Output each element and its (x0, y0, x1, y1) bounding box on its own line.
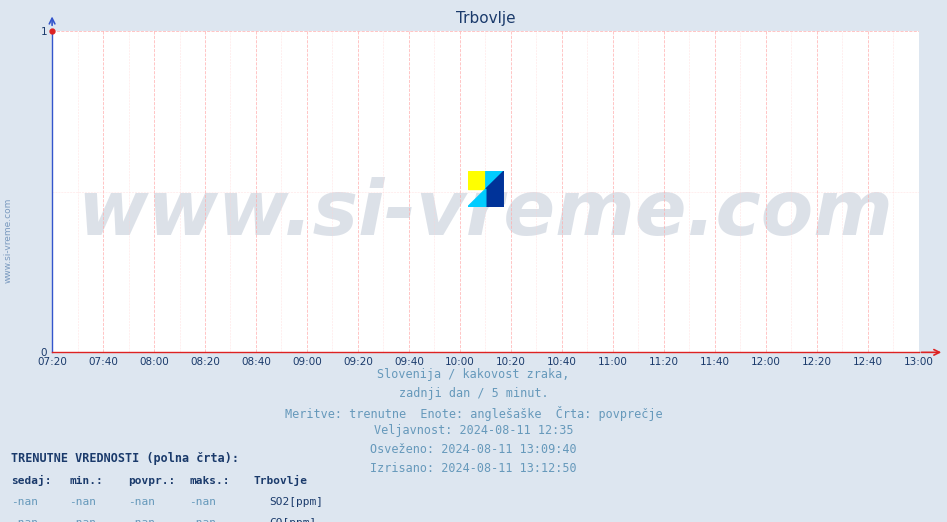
Text: -nan: -nan (69, 518, 97, 522)
Text: CO[ppm]: CO[ppm] (269, 518, 316, 522)
Polygon shape (468, 189, 486, 207)
Text: povpr.:: povpr.: (128, 476, 175, 486)
Text: -nan: -nan (128, 497, 155, 507)
Text: TRENUTNE VREDNOSTI (polna črta):: TRENUTNE VREDNOSTI (polna črta): (11, 452, 240, 465)
Text: zadnji dan / 5 minut.: zadnji dan / 5 minut. (399, 387, 548, 400)
Text: -nan: -nan (128, 518, 155, 522)
Text: www.si-vreme.com: www.si-vreme.com (4, 197, 13, 283)
Text: -nan: -nan (11, 518, 39, 522)
Text: min.:: min.: (69, 476, 103, 486)
Text: -nan: -nan (69, 497, 97, 507)
Title: Trbovlje: Trbovlje (456, 11, 515, 26)
Polygon shape (486, 171, 504, 207)
Text: Meritve: trenutne  Enote: anglešaške  Črta: povprečje: Meritve: trenutne Enote: anglešaške Črta… (285, 406, 662, 421)
Polygon shape (468, 171, 486, 189)
Text: -nan: -nan (189, 497, 217, 507)
Text: maks.:: maks.: (189, 476, 230, 486)
Polygon shape (486, 171, 504, 189)
Text: Trbovlje: Trbovlje (254, 475, 308, 486)
Text: SO2[ppm]: SO2[ppm] (269, 497, 323, 507)
Text: Slovenija / kakovost zraka,: Slovenija / kakovost zraka, (377, 368, 570, 381)
Text: Izrisano: 2024-08-11 13:12:50: Izrisano: 2024-08-11 13:12:50 (370, 462, 577, 475)
Text: Veljavnost: 2024-08-11 12:35: Veljavnost: 2024-08-11 12:35 (374, 424, 573, 437)
Text: -nan: -nan (189, 518, 217, 522)
Text: -nan: -nan (11, 497, 39, 507)
Text: www.si-vreme.com: www.si-vreme.com (78, 177, 893, 251)
Text: Osveženo: 2024-08-11 13:09:40: Osveženo: 2024-08-11 13:09:40 (370, 443, 577, 456)
Text: sedaj:: sedaj: (11, 475, 52, 486)
